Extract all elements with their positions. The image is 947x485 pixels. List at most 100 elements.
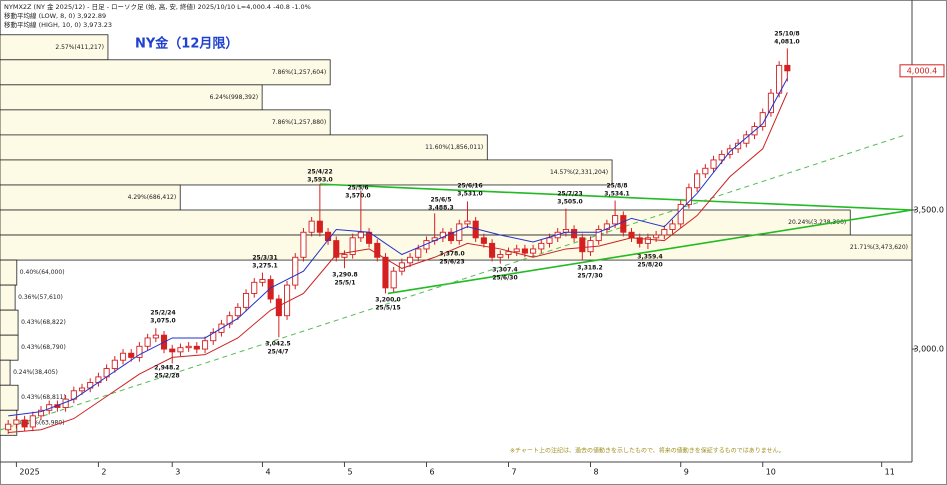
candle-body [267,279,274,300]
profile-label: 7.86%(1,257,604) [272,69,326,76]
annotation: 25/5/6 [347,185,368,192]
candle-body [669,223,676,230]
trend-line [0,134,906,431]
candle-body [407,256,414,264]
annotation: 25/7/23 [557,191,582,198]
candle-body [300,231,307,258]
annotation: 25/2/24 [150,310,175,317]
annotation: 25/2/28 [154,373,179,380]
profile-bar [0,159,613,186]
x-tick-label: 6 [429,468,434,477]
x-tick-label: 2 [101,468,106,477]
candle-body [439,231,446,239]
profile-label: 7.86%(1,257,880) [272,119,326,126]
profile-bar [0,134,488,161]
candle-body [21,419,28,428]
candle-body [29,415,36,428]
candle-body [382,256,389,289]
annotation: 3,531.0 [457,191,482,198]
annotation: 25/6/16 [457,183,482,190]
candle-body [111,359,118,369]
candle-body [653,234,660,239]
y-tick-label: 3,000.0 [913,345,944,354]
moving-average [8,78,788,417]
profile-label: 0.24%(38,405) [13,369,58,376]
candle-body [661,229,668,236]
candle-body [735,142,742,150]
profile-label: 2.57%(411,217) [55,44,104,51]
candle-body [603,223,610,230]
candle-body [521,248,528,254]
candle-body [374,242,381,258]
annotation: 25/5/15 [375,305,400,312]
profile-label: 11.60%(1,856,011) [425,144,483,151]
annotation: 25/4/7 [267,349,288,356]
candle-body [694,173,701,189]
annotation: 3,307.4 [492,267,517,274]
candle-body [210,331,217,342]
x-tick-label: 8 [594,468,599,477]
annotation: 25/7/30 [577,273,602,280]
annotation: 25/6/23 [439,259,464,266]
x-tick-label: 9 [684,468,689,477]
annotation: 25/8/20 [637,262,662,269]
annotation: 3,318.2 [577,265,602,272]
candle-body [480,237,487,244]
candle-body [242,292,250,308]
y-tick-label: 3,500.0 [913,206,944,215]
x-tick-label: 3 [175,468,180,477]
profile-label: 0.43%(68,822) [21,319,66,326]
candle-body [390,270,397,289]
annotation: 3,200.0 [375,297,400,304]
candle-body [587,240,594,253]
trend-line [319,183,912,211]
candle-body [185,345,192,349]
x-tick-label: 10 [766,468,776,477]
annotation: 25/5/1 [334,280,355,287]
candle-body [677,203,684,225]
candle-body [505,251,512,255]
candle-body [78,387,86,392]
annotation: 3,290.8 [332,272,357,279]
profile-bar [0,234,912,261]
candle-body [513,248,520,253]
annotation: 3,378.0 [439,251,464,258]
annotation: 3,042.5 [265,341,290,348]
profile-bar [0,84,263,111]
chart-title: NY金（12月限） [135,36,238,52]
trend-line [387,209,912,295]
profile-label: 21.71%(3,473,620) [850,244,908,251]
annotation: 3,275.1 [252,263,277,270]
profile-label: 4.29%(686,412) [128,194,177,201]
candle-body [13,419,20,425]
candle-body [177,347,184,353]
candle-body [349,237,356,255]
candle-body [579,237,586,253]
candle-body [612,215,619,225]
candle-body [226,315,233,325]
annotation: 3,075.0 [150,318,175,325]
annotation: 3,593.0 [307,177,332,184]
candle-body [193,345,200,350]
x-tick-label: 7 [511,468,516,477]
profile-label: 6.24%(998,392) [210,94,259,101]
candle-body [702,167,709,175]
profile-label: 20.24%(3,238,390) [788,219,846,226]
candle-body [767,92,774,114]
profile-bar [0,209,851,236]
note: ※チャート上の注記は、過去の値動きを示したもので、将来の値動きを保証するものでは… [510,447,785,455]
header-line: 移動平均線 (HIGH, 10, 0) 3,973.23 [4,20,112,29]
candle-body [685,187,692,205]
candle-body [357,231,364,239]
candle-body [464,220,471,225]
profile-label: 14.57%(2,331,204) [550,169,608,176]
candle-body [169,348,176,353]
profile-bar [0,184,181,211]
candle-body [333,240,340,258]
price-tag: 4,000.4 [907,66,938,75]
profile-label: 0.40%(63,980) [20,419,65,426]
annotation: 3,359.4 [637,254,662,261]
profile-label: 0.43%(68,811) [21,394,66,401]
profile-label: 0.43%(68,790) [21,344,66,351]
candle-body [644,237,651,244]
